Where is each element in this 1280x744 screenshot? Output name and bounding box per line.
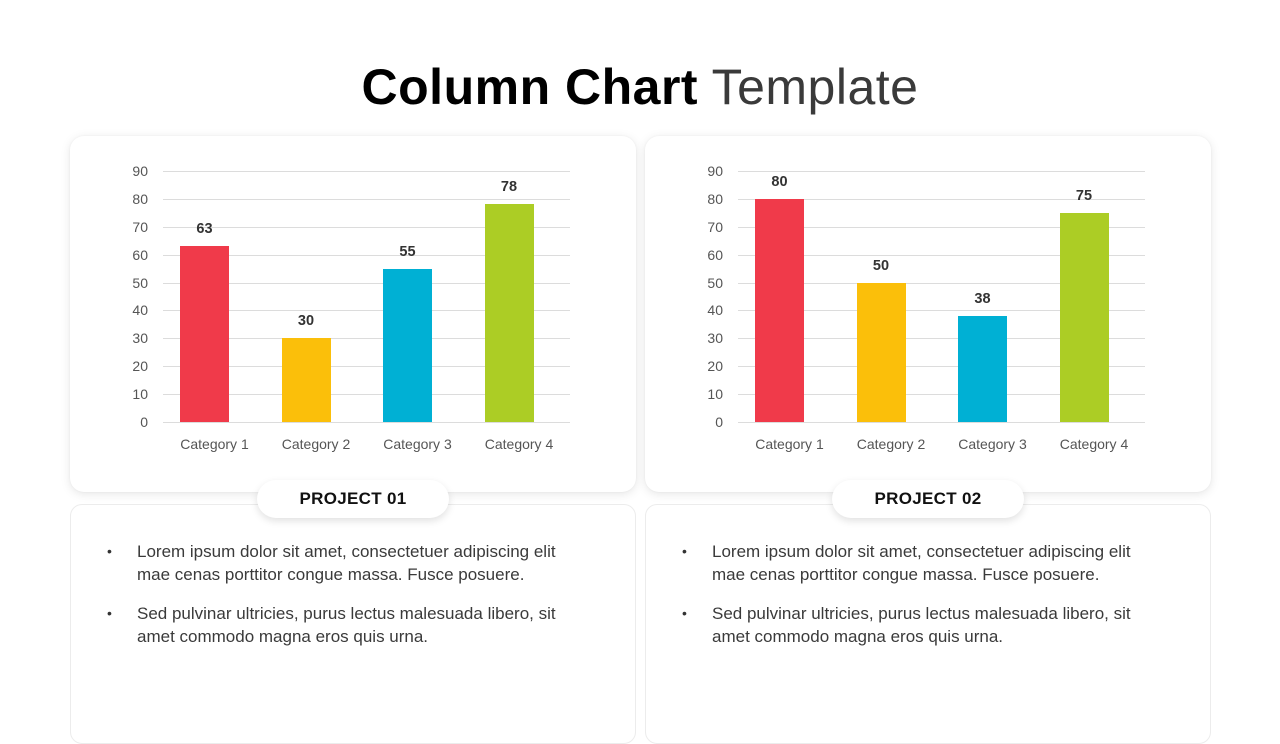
y-axis-tick-label: 70 (707, 218, 723, 235)
chart-card-project-02 (645, 136, 1211, 492)
project-02-label: PROJECT 02 (832, 480, 1024, 518)
y-axis-tick-label: 40 (707, 302, 723, 319)
gridline (163, 255, 570, 256)
y-axis-tick-label: 80 (132, 190, 148, 207)
gridline (738, 366, 1145, 367)
gridline (163, 338, 570, 339)
data-label: 78 (500, 179, 518, 196)
x-axis-category-label: Category 1 (755, 436, 824, 452)
bar-category-1 (755, 198, 804, 422)
y-axis-tick-label: 30 (132, 330, 148, 347)
gridline (738, 422, 1145, 423)
y-axis-tick-label: 10 (132, 386, 148, 403)
y-axis-tick-label: 40 (132, 302, 148, 319)
data-label: 80 (771, 173, 788, 190)
data-label: 55 (399, 243, 416, 260)
gridline (163, 366, 570, 367)
y-axis-tick-label: 20 (132, 358, 148, 375)
gridline (738, 394, 1145, 395)
y-axis-tick-label: 50 (707, 274, 723, 291)
bullet-text: Lorem ipsum dolor sit amet, consectetuer… (712, 542, 1131, 584)
gridline (163, 422, 570, 423)
data-label: 38 (974, 291, 991, 308)
x-axis-category-label: Category 3 (383, 436, 452, 452)
gridline (738, 338, 1145, 339)
y-axis-tick-label: 60 (707, 246, 723, 263)
y-axis-tick-label: 20 (707, 358, 723, 375)
gridline (738, 199, 1145, 200)
gridline (738, 283, 1145, 284)
bar-category-4 (484, 204, 534, 422)
gridline (163, 227, 570, 228)
description-card-project-02 (645, 504, 1211, 744)
x-axis-category-label: Category 4 (1059, 436, 1129, 452)
gridline (163, 199, 570, 200)
bullet-text: Lorem ipsum dolor sit amet, consectetuer… (137, 542, 556, 584)
gridline (163, 310, 570, 311)
gridline (163, 394, 570, 395)
gridline (738, 227, 1145, 228)
title-light: Template (711, 59, 919, 115)
y-axis-tick-label: 90 (707, 163, 723, 179)
bullet-icon: • (682, 543, 687, 559)
x-axis-category-label: Category 4 (484, 436, 554, 452)
title-bold: Column Chart (361, 59, 699, 115)
bullet-list-project-02: • Lorem ipsum dolor sit amet, consectetue… (682, 540, 1152, 664)
data-label: 50 (872, 257, 890, 274)
y-axis-tick-label: 70 (132, 218, 148, 235)
data-label: 63 (196, 221, 213, 238)
gridline (738, 255, 1145, 256)
y-axis-tick-label: 80 (707, 190, 723, 207)
bullet-text: Sed pulvinar ultricies, purus lectus mal… (137, 604, 556, 646)
bar-category-2 (281, 338, 331, 422)
y-axis-tick-label: 0 (140, 414, 148, 430)
bullet-icon: • (682, 605, 687, 621)
x-axis-category-label: Category 1 (180, 436, 249, 452)
bullet-item: • Lorem ipsum dolor sit amet, consectetue… (107, 540, 577, 586)
page-title: Column Chart Template (0, 56, 1280, 118)
bar-category-3 (958, 316, 1007, 422)
y-axis-tick-label: 10 (707, 386, 723, 403)
bar-category-1 (180, 246, 229, 422)
project-01-label: PROJECT 01 (257, 480, 449, 518)
chart-card-project-01 (70, 136, 636, 492)
gridline (163, 171, 570, 172)
gridline (738, 310, 1145, 311)
bullet-icon: • (107, 543, 112, 559)
x-axis-category-label: Category 3 (958, 436, 1027, 452)
gridline (163, 283, 570, 284)
bullet-item: • Sed pulvinar ultricies, purus lectus ma… (682, 602, 1152, 648)
bar-category-3 (383, 268, 432, 422)
x-axis-category-label: Category 2 (281, 436, 351, 452)
x-axis-category-label: Category 2 (856, 436, 926, 452)
y-axis-tick-label: 60 (132, 246, 148, 263)
y-axis-tick-label: 90 (132, 163, 148, 179)
bullet-item: • Lorem ipsum dolor sit amet, consectetue… (682, 540, 1152, 586)
bullet-list-project-01: • Lorem ipsum dolor sit amet, consectetue… (107, 540, 577, 664)
data-label: 75 (1075, 187, 1093, 204)
bullet-icon: • (107, 605, 112, 621)
y-axis-tick-label: 0 (715, 414, 723, 430)
bullet-text: Sed pulvinar ultricies, purus lectus mal… (712, 604, 1131, 646)
y-axis-tick-label: 30 (707, 330, 723, 347)
bar-category-2 (856, 282, 906, 422)
data-label: 30 (297, 313, 315, 330)
gridline (738, 171, 1145, 172)
bar-category-4 (1059, 212, 1109, 422)
y-axis-tick-label: 50 (132, 274, 148, 291)
bullet-item: • Sed pulvinar ultricies, purus lectus ma… (107, 602, 577, 648)
description-card-project-01 (70, 504, 636, 744)
